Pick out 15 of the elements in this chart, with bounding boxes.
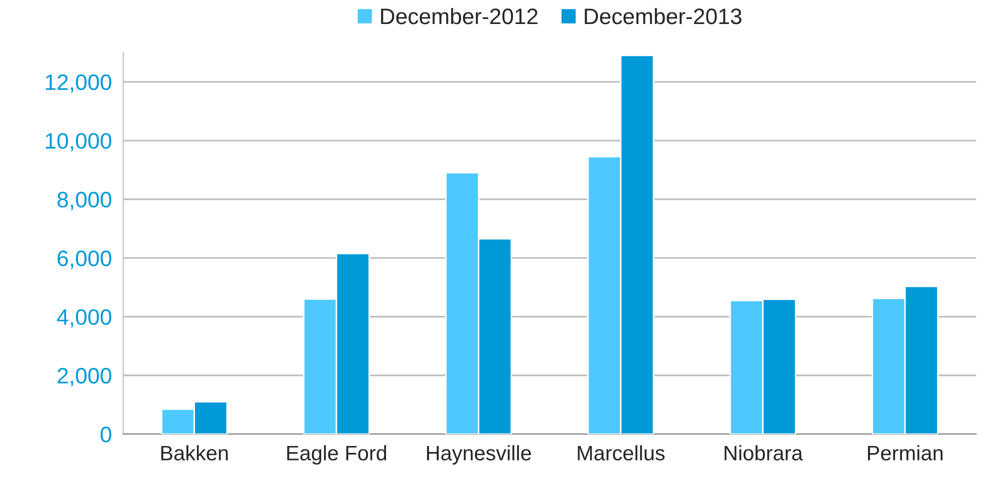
legend-label: December-2012	[381, 8, 538, 24]
x-tick-label: Niobrara	[724, 445, 803, 460]
x-tick-label: Haynesville	[427, 445, 531, 465]
y-tick-label: 6,000	[58, 250, 112, 269]
y-tick-label: 0	[100, 426, 112, 442]
y-tick-label: 12,000	[46, 74, 112, 93]
x-tick-label: Eagle Ford	[287, 445, 386, 465]
y-tick-label: 2,000	[58, 368, 112, 386]
y-tick-label: 4,000	[57, 309, 112, 328]
y-tick-label: 10,000	[46, 133, 112, 152]
legend-label: December-2013	[584, 8, 742, 24]
x-tick-label: Marcellus	[578, 445, 665, 460]
y-tick-label: 8,000	[58, 192, 112, 210]
x-tick-label: Permian	[868, 445, 943, 460]
x-tick-label: Bakken	[161, 445, 228, 460]
